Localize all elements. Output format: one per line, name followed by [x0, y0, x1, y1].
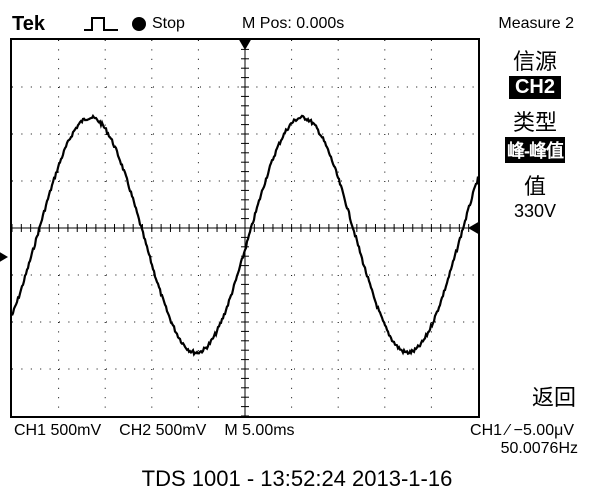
acq-status: Stop: [152, 15, 185, 33]
ch2-scale: CH2 500mV: [119, 422, 206, 440]
type-label: 类型: [486, 105, 584, 137]
back-button[interactable]: 返回: [486, 380, 584, 412]
footer-timestamp: TDS 1001 - 13:52:24 2013-1-16: [0, 466, 594, 492]
source-value[interactable]: CH2: [509, 76, 561, 99]
timebase: M 5.00ms: [224, 422, 294, 440]
measure-title: Measure 2: [432, 15, 578, 33]
coupling-icon: [72, 14, 132, 34]
value-label: 值: [486, 169, 584, 201]
ch1-scale: CH1 500mV: [14, 422, 101, 440]
value-readout: 330V: [486, 201, 584, 222]
waveform-display: 2: [10, 38, 480, 418]
measure-panel: 信源 CH2 类型 峰-峰值 值 330V 返回: [480, 38, 584, 418]
ch2-ground-marker: 2: [0, 248, 8, 264]
m-position: M Pos: 0.000s: [242, 15, 432, 33]
trigger-position-marker: [238, 38, 252, 50]
trigger-readout: CH1 ∕ −5.00μV: [313, 422, 580, 440]
brand-label: Tek: [12, 13, 72, 36]
source-label: 信源: [486, 44, 584, 76]
type-value[interactable]: 峰-峰值: [505, 137, 565, 163]
trigger-level-marker: [468, 221, 480, 235]
frequency-readout: 50.0076Hz: [10, 440, 584, 458]
stop-icon: [132, 17, 146, 31]
